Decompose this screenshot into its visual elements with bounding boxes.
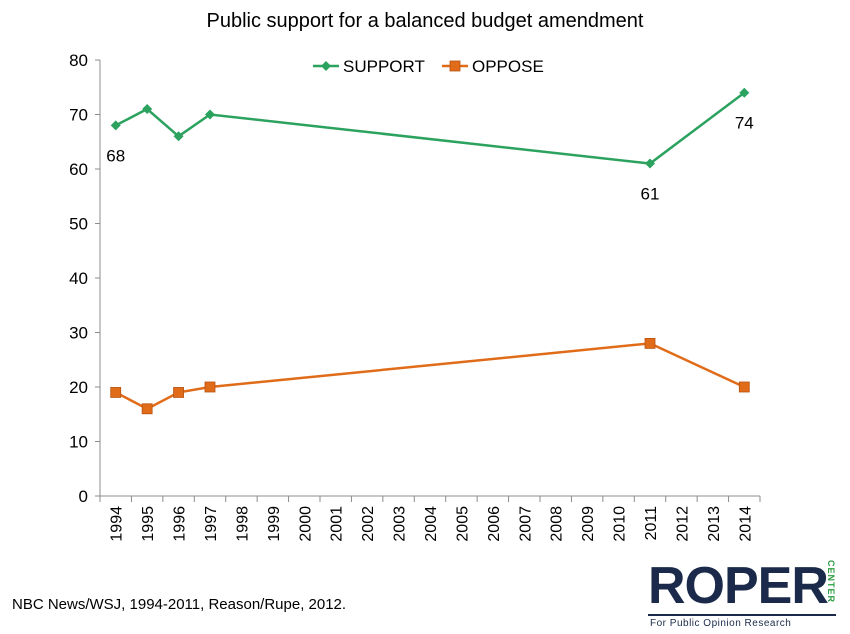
chart-title: Public support for a balanced budget ame… (206, 10, 644, 32)
data-point-oppose (110, 387, 122, 398)
x-tick-label: 1996 (172, 506, 189, 542)
chart-series: 68 61 74 (106, 87, 754, 415)
x-tick-label: 2006 (486, 506, 503, 542)
y-tick-label: 30 (69, 324, 88, 343)
data-point-oppose (173, 387, 184, 398)
y-tick-label: 80 (69, 51, 88, 70)
roper-center-logo: ROPER CENTER For Public Opinion Research (648, 556, 840, 630)
data-point-support (173, 131, 184, 142)
chart-axes: 0 10 20 30 40 50 60 70 80 1994 1995 1996 1997 1998 199… (69, 51, 761, 542)
x-tick-label: 1997 (203, 506, 220, 542)
x-tick-label: 1999 (266, 506, 283, 542)
y-tick-label: 40 (69, 269, 88, 288)
x-tick-label: 2012 (674, 506, 691, 542)
x-tick-label: 2009 (580, 506, 597, 542)
y-tick-label: 20 (69, 378, 88, 397)
data-point-oppose (204, 381, 216, 393)
data-point-support (321, 61, 331, 71)
x-tick-label: 1995 (140, 506, 157, 542)
data-point-oppose (738, 381, 750, 393)
series-line-support (115, 91, 746, 165)
x-tick-label: 2004 (423, 506, 440, 542)
legend-label: SUPPORT (343, 57, 425, 76)
data-point-support (645, 158, 655, 169)
chart-legend: SUPPORT OPPOSE (313, 57, 544, 76)
data-label: 61 (641, 185, 660, 204)
logo-center-text: CENTER (826, 560, 836, 604)
y-tick-label: 50 (69, 215, 88, 234)
y-tick-label: 60 (69, 160, 88, 179)
x-tick-label: 2010 (612, 506, 629, 542)
x-tick-label: 2002 (360, 506, 377, 542)
y-tick-label: 0 (79, 487, 88, 506)
x-tick-label: 1998 (234, 506, 251, 542)
source-note: NBC News/WSJ, 1994-2011, Reason/Rupe, 20… (12, 596, 347, 613)
data-point-support (142, 104, 153, 115)
series-line-oppose (115, 342, 745, 411)
x-tick-label: 2014 (737, 506, 754, 542)
x-tick-label: 2005 (454, 506, 471, 542)
x-tick-label: 2000 (297, 506, 314, 542)
data-point-oppose (449, 60, 461, 72)
x-tick-label: 2001 (329, 506, 346, 542)
data-label: 68 (106, 146, 125, 165)
logo-wordmark: ROPER (648, 557, 829, 615)
x-tick-label: 2013 (706, 506, 723, 542)
legend-label: OPPOSE (472, 57, 544, 76)
x-tick-label: 2003 (392, 506, 409, 542)
data-point-oppose (141, 403, 153, 415)
data-point-support (110, 120, 121, 131)
x-tick-label: 2008 (549, 506, 566, 542)
logo-tagline: For Public Opinion Research (650, 618, 792, 629)
x-tick-label: 1994 (109, 506, 126, 542)
x-tick-label: 2007 (517, 506, 534, 542)
data-point-oppose (644, 337, 656, 349)
logo-rule (648, 614, 836, 616)
y-tick-label: 70 (69, 106, 88, 125)
data-point-support (205, 109, 215, 120)
y-tick-label: 10 (69, 433, 88, 452)
data-point-support (739, 87, 750, 98)
x-tick-label: 2011 (643, 506, 660, 541)
data-label: 74 (735, 114, 754, 133)
